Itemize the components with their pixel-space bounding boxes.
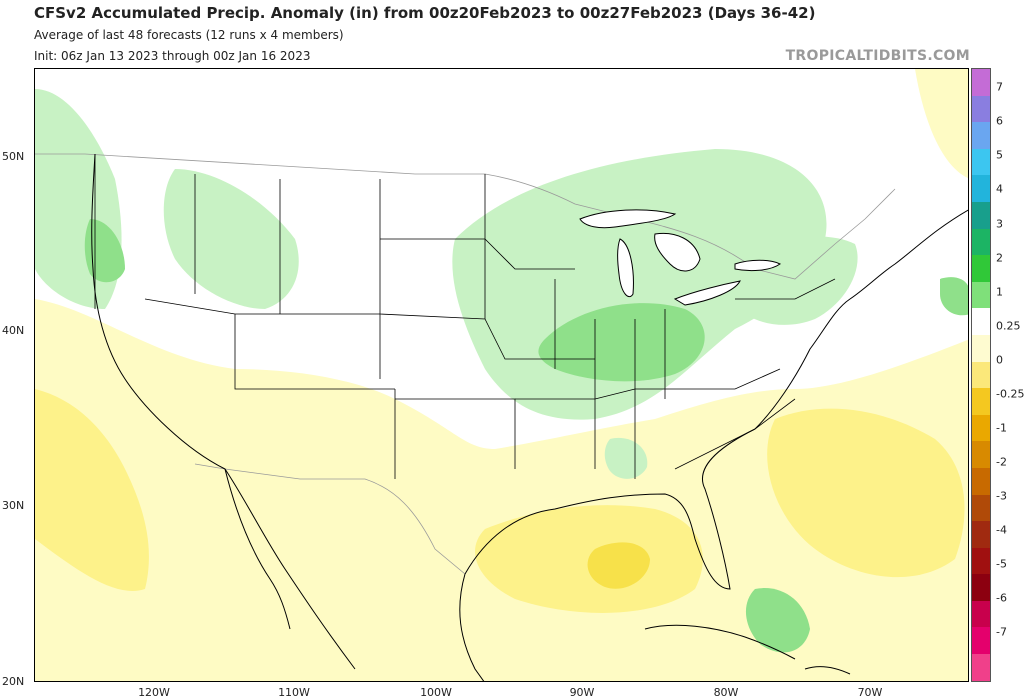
- colorbar-label: -7: [996, 625, 1007, 639]
- wet-field-northeast-us: [727, 236, 858, 325]
- coastline-hispaniola: [804, 666, 851, 675]
- us-mexico-border: [194, 463, 466, 575]
- colorbar-swatch: [972, 414, 990, 442]
- colorbar-swatch: [972, 95, 990, 123]
- lon-label-100w: 100W: [420, 686, 452, 699]
- wet-field-ohio-valley: [538, 303, 705, 382]
- colorbar-label: 1: [996, 285, 1003, 299]
- colorbar: [971, 68, 991, 682]
- map-panel: [34, 68, 969, 682]
- dry-field-gulf-core: [587, 542, 650, 589]
- colorbar-swatch: [972, 441, 990, 468]
- colorbar-label: 7: [996, 80, 1003, 94]
- colorbar-label: 6: [996, 114, 1003, 128]
- lat-label-30n: 30N: [2, 499, 25, 512]
- state-line-11: [379, 313, 595, 360]
- colorbar-swatch: [972, 600, 990, 628]
- colorbar-swatch: [972, 547, 990, 575]
- colorbar-label: -0.25: [996, 387, 1024, 401]
- colorbar-swatch: [972, 228, 990, 256]
- lake-michigan: [617, 238, 634, 298]
- state-lines: [94, 154, 836, 479]
- colorbar-label: 4: [996, 182, 1003, 196]
- precip-anomaly-map: [35, 69, 968, 681]
- lake-ontario: [734, 259, 781, 272]
- colorbar-label: -3: [996, 489, 1007, 503]
- dry-field-atlantic: [767, 408, 965, 578]
- lat-label-40n: 40N: [2, 324, 25, 337]
- colorbar-swatch: [972, 308, 990, 335]
- colorbar-label: 3: [996, 217, 1003, 231]
- chart-subtitle-init: Init: 06z Jan 13 2023 through 00z Jan 16…: [34, 49, 311, 63]
- state-line-17: [735, 278, 836, 300]
- dry-field-southwest: [35, 299, 968, 681]
- colorbar-swatch: [972, 122, 990, 149]
- colorbar-label: -5: [996, 557, 1007, 571]
- colorbar-swatch: [972, 521, 990, 548]
- colorbar-swatch: [972, 627, 990, 655]
- dry-field-northeast: [915, 69, 968, 178]
- dry-anomaly-fields: [35, 69, 968, 681]
- state-line-10: [380, 238, 575, 270]
- colorbar-swatch: [972, 69, 990, 96]
- colorbar-swatch: [972, 281, 990, 309]
- lon-label-120w: 120W: [138, 686, 170, 699]
- colorbar-swatch: [972, 334, 990, 362]
- chart-subtitle-members: Average of last 48 forecasts (12 runs x …: [34, 28, 344, 42]
- wet-field-northern-rockies: [163, 169, 299, 309]
- colorbar-swatch: [972, 654, 990, 681]
- coastline-pacific: [91, 153, 356, 670]
- colorbar-swatch: [972, 201, 990, 229]
- lake-erie: [673, 280, 741, 306]
- wet-anomaly-fields: [35, 89, 968, 653]
- colorbar-swatch: [972, 574, 990, 601]
- colorbar-swatch: [972, 361, 990, 389]
- lon-label-70w: 70W: [857, 686, 883, 699]
- colorbar-swatch: [972, 148, 990, 176]
- colorbar-label: -4: [996, 523, 1007, 537]
- chart-title: CFSv2 Accumulated Precip. Anomaly (in) f…: [34, 4, 816, 22]
- lake-superior: [579, 209, 677, 229]
- colorbar-swatch: [972, 494, 990, 522]
- lon-label-110w: 110W: [278, 686, 310, 699]
- colorbar-swatch: [972, 175, 990, 202]
- colorbar-swatch: [972, 255, 990, 282]
- great-lakes: [579, 209, 781, 306]
- colorbar-swatch: [972, 467, 990, 495]
- wet-field-atlantic-east: [940, 277, 968, 316]
- brand-watermark: TROPICALTIDBITS.COM: [785, 48, 970, 64]
- wet-field-caribbean: [745, 588, 810, 653]
- lon-label-80w: 80W: [713, 686, 739, 699]
- state-line-7: [234, 314, 395, 390]
- colorbar-label: -1: [996, 421, 1007, 435]
- lon-label-90w: 90W: [569, 686, 595, 699]
- colorbar-label: -6: [996, 591, 1007, 605]
- colorbar-label: 0.25: [996, 319, 1021, 333]
- lake-huron: [654, 232, 701, 272]
- colorbar-label: -2: [996, 455, 1007, 469]
- lat-label-50n: 50N: [2, 150, 25, 163]
- colorbar-swatch: [972, 388, 990, 415]
- coastline-gulf: [464, 428, 756, 590]
- wet-field-florida: [604, 437, 648, 479]
- coastline-baja: [224, 468, 291, 630]
- colorbar-label: 2: [996, 251, 1003, 265]
- coastline-atlantic: [754, 209, 968, 430]
- colorbar-label: 5: [996, 148, 1003, 162]
- colorbar-label: 0: [996, 353, 1003, 367]
- coastline-cuba: [644, 624, 796, 660]
- coastline-mexico-east: [459, 573, 485, 681]
- coastlines: [91, 153, 968, 681]
- lat-label-20n: 20N: [2, 675, 25, 688]
- dry-field-pacific-coast: [35, 389, 149, 591]
